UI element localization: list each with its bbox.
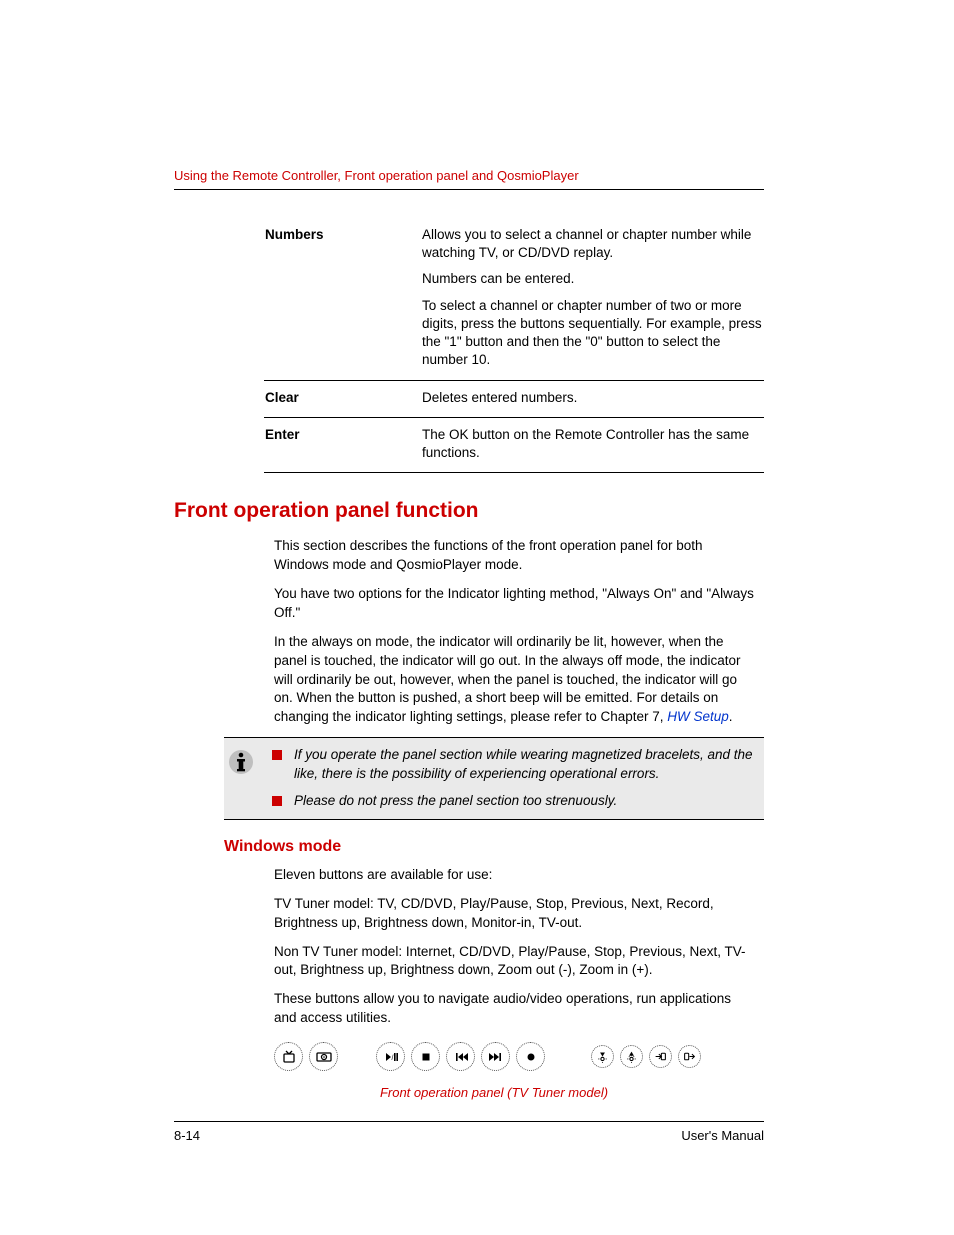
desc-para: Allows you to select a channel or chapte… [422,226,763,262]
term-cell: Enter [264,417,421,472]
body-para: TV Tuner model: TV, CD/DVD, Play/Pause, … [274,895,756,933]
subsection-body: Eleven buttons are available for use: TV… [274,866,756,1028]
running-header: Using the Remote Controller, Front opera… [174,168,764,190]
note-box: If you operate the panel section while w… [224,737,764,820]
desc-cell: Allows you to select a channel or chapte… [421,218,764,380]
next-button [481,1042,510,1071]
term-cell: Numbers [264,218,421,380]
definitions-table: Numbers Allows you to select a channel o… [264,218,764,473]
header-title: Using the Remote Controller, Front opera… [174,168,764,183]
body-para: You have two options for the Indicator l… [274,585,756,623]
doc-title: User's Manual [681,1128,764,1143]
subheading: Windows mode [224,838,764,856]
page-footer: 8-14 User's Manual [174,1121,764,1143]
page: Using the Remote Controller, Front opera… [0,0,954,1235]
note-list: If you operate the panel section while w… [272,746,754,811]
footer-rule [174,1121,764,1122]
tv-button [274,1042,303,1071]
stop-button [411,1042,440,1071]
front-panel-icons: / [274,1042,764,1071]
body-para: In the always on mode, the indicator wil… [274,633,756,727]
term-cell: Clear [264,380,421,417]
previous-button [446,1042,475,1071]
table-row: Clear Deletes entered numbers. [264,380,764,417]
table-row: Enter The OK button on the Remote Contro… [264,417,764,472]
body-para: Eleven buttons are available for use: [274,866,756,885]
play-pause-button: / [376,1042,405,1071]
table-row: Numbers Allows you to select a channel o… [264,218,764,380]
header-rule [174,189,764,190]
note-item: If you operate the panel section while w… [272,746,754,784]
section-heading: Front operation panel function [174,499,764,523]
body-para: This section describes the functions of … [274,537,756,575]
info-icon [224,746,258,776]
brightness-up-button [620,1045,643,1068]
cddvd-button [309,1042,338,1071]
desc-cell: The OK button on the Remote Controller h… [421,417,764,472]
desc-para: Numbers can be entered. [422,270,763,288]
desc-para: Deletes entered numbers. [422,389,763,407]
body-text: . [729,709,733,724]
desc-cell: Deletes entered numbers. [421,380,764,417]
record-button [516,1042,545,1071]
desc-para: To select a channel or chapter number of… [422,297,763,370]
section-body: This section describes the functions of … [274,537,756,727]
figure-caption: Front operation panel (TV Tuner model) [234,1085,754,1100]
tv-out-button [678,1045,701,1068]
body-para: Non TV Tuner model: Internet, CD/DVD, Pl… [274,943,756,981]
page-number: 8-14 [174,1128,200,1143]
note-item: Please do not press the panel section to… [272,792,754,811]
body-para: These buttons allow you to navigate audi… [274,990,756,1028]
hw-setup-link[interactable]: HW Setup [667,709,729,724]
brightness-down-button [591,1045,614,1068]
svg-text:/: / [391,1055,393,1062]
desc-para: The OK button on the Remote Controller h… [422,426,763,462]
monitor-in-button [649,1045,672,1068]
